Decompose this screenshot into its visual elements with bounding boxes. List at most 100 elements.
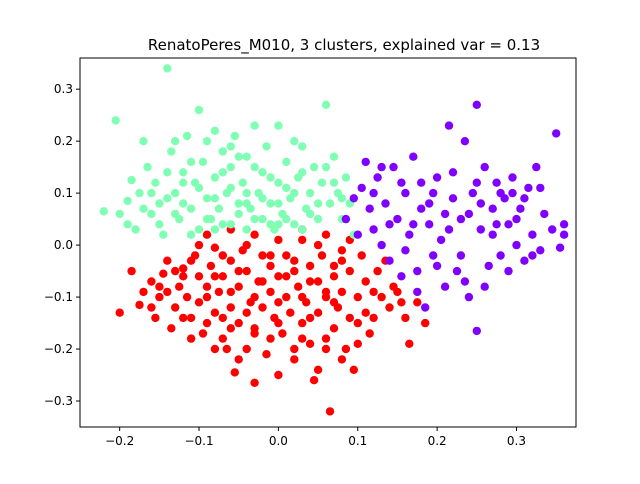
scatter-point bbox=[143, 162, 152, 172]
scatter-point bbox=[131, 225, 140, 234]
scatter-point bbox=[274, 199, 283, 208]
scatter-point bbox=[365, 204, 374, 213]
scatter-point bbox=[325, 199, 335, 208]
scatter-point bbox=[266, 199, 275, 208]
scatter-point bbox=[484, 261, 493, 271]
scatter-point bbox=[175, 282, 184, 291]
scatter-point bbox=[472, 178, 481, 187]
scatter-point bbox=[559, 230, 569, 239]
scatter-point bbox=[345, 313, 354, 323]
scatter-point bbox=[413, 298, 422, 307]
y-tick-label: 0.2 bbox=[54, 134, 73, 148]
scatter-point bbox=[472, 326, 481, 336]
scatter-point bbox=[127, 175, 136, 185]
scatter-point bbox=[504, 220, 513, 229]
scatter-point bbox=[115, 308, 124, 317]
scatter-point bbox=[210, 173, 220, 182]
scatter-point bbox=[532, 162, 541, 172]
scatter-point bbox=[373, 266, 382, 276]
scatter-point bbox=[528, 251, 537, 260]
scatter-point bbox=[210, 344, 220, 354]
scatter-point bbox=[389, 162, 398, 172]
scatter-point bbox=[508, 173, 517, 182]
scatter-point bbox=[341, 214, 351, 224]
scatter-point bbox=[385, 256, 394, 265]
scatter-point bbox=[512, 214, 521, 224]
scatter-point bbox=[313, 214, 323, 224]
scatter-point bbox=[552, 129, 561, 138]
scatter-point bbox=[214, 287, 224, 297]
scatter-point bbox=[218, 220, 227, 229]
scatter-point bbox=[337, 256, 347, 265]
scatter-point bbox=[155, 220, 164, 229]
x-tick-label: 0.0 bbox=[269, 434, 288, 448]
scatter-point bbox=[214, 204, 224, 213]
scatter-point bbox=[163, 168, 172, 177]
x-tick-label: 0.1 bbox=[348, 434, 367, 448]
scatter-point bbox=[440, 282, 450, 291]
scatter-point bbox=[337, 246, 347, 255]
scatter-point bbox=[377, 240, 386, 250]
plot-frame bbox=[79, 57, 577, 428]
scatter-point bbox=[194, 183, 204, 193]
scatter-point bbox=[155, 292, 164, 302]
scatter-point bbox=[234, 199, 243, 208]
scatter-point bbox=[147, 188, 156, 198]
scatter-point bbox=[210, 272, 220, 281]
scatter-point bbox=[282, 214, 291, 224]
scatter-point bbox=[516, 204, 525, 213]
scatter-point bbox=[250, 292, 259, 302]
scatter-point bbox=[536, 183, 545, 193]
scatter-point bbox=[401, 246, 410, 255]
scatter-point bbox=[123, 220, 132, 229]
scatter-point bbox=[436, 235, 446, 245]
scatter-point bbox=[290, 256, 299, 265]
scatter-point bbox=[464, 292, 474, 302]
scatter-point bbox=[250, 329, 259, 338]
scatter-point bbox=[496, 251, 505, 260]
scatter-point bbox=[417, 178, 426, 187]
scatter-point bbox=[361, 277, 370, 286]
scatter-point bbox=[290, 137, 299, 146]
scatter-point bbox=[234, 355, 243, 364]
scatter-point bbox=[274, 178, 283, 187]
scatter-point bbox=[202, 194, 212, 203]
scatter-point bbox=[488, 230, 497, 239]
scatter-point bbox=[528, 230, 537, 239]
x-tick-label: 0.3 bbox=[507, 434, 526, 448]
scatter-point bbox=[167, 324, 176, 333]
scatter-point bbox=[202, 282, 212, 291]
scatter-point bbox=[206, 261, 216, 271]
scatter-point bbox=[290, 188, 299, 198]
scatter-point bbox=[337, 287, 347, 297]
scatter-point bbox=[242, 308, 251, 317]
scatter-point bbox=[520, 256, 529, 265]
scatter-point bbox=[186, 204, 196, 213]
x-tick-label: −0.1 bbox=[184, 434, 213, 448]
scatter-point bbox=[250, 214, 259, 224]
scatter-point bbox=[440, 209, 450, 219]
scatter-point bbox=[147, 303, 156, 312]
scatter-point bbox=[298, 292, 307, 302]
scatter-point bbox=[353, 292, 362, 302]
scatter-point bbox=[421, 303, 430, 312]
scatter-point bbox=[329, 324, 339, 333]
scatter-point bbox=[194, 225, 204, 234]
scatter-point bbox=[139, 287, 148, 297]
scatter-point bbox=[313, 199, 323, 208]
axes-layer: −0.2 −0.1 0.0 0.1 0.2 0.3 −0.3 −0.2 −0.1 0.0 0.1 0.… bbox=[44, 57, 577, 448]
scatter-point bbox=[179, 272, 188, 281]
scatter-point bbox=[218, 251, 227, 260]
scatter-point bbox=[413, 266, 422, 276]
scatter-point bbox=[262, 350, 271, 359]
scatter-point bbox=[321, 287, 331, 297]
scatter-point bbox=[218, 147, 227, 156]
scatter-point bbox=[194, 272, 204, 281]
scatter-point bbox=[397, 272, 406, 281]
scatter-point bbox=[317, 178, 327, 187]
scatter-point bbox=[405, 339, 414, 348]
scatter-point bbox=[508, 188, 517, 198]
scatter-point bbox=[163, 287, 172, 297]
scatter-point bbox=[123, 196, 132, 206]
